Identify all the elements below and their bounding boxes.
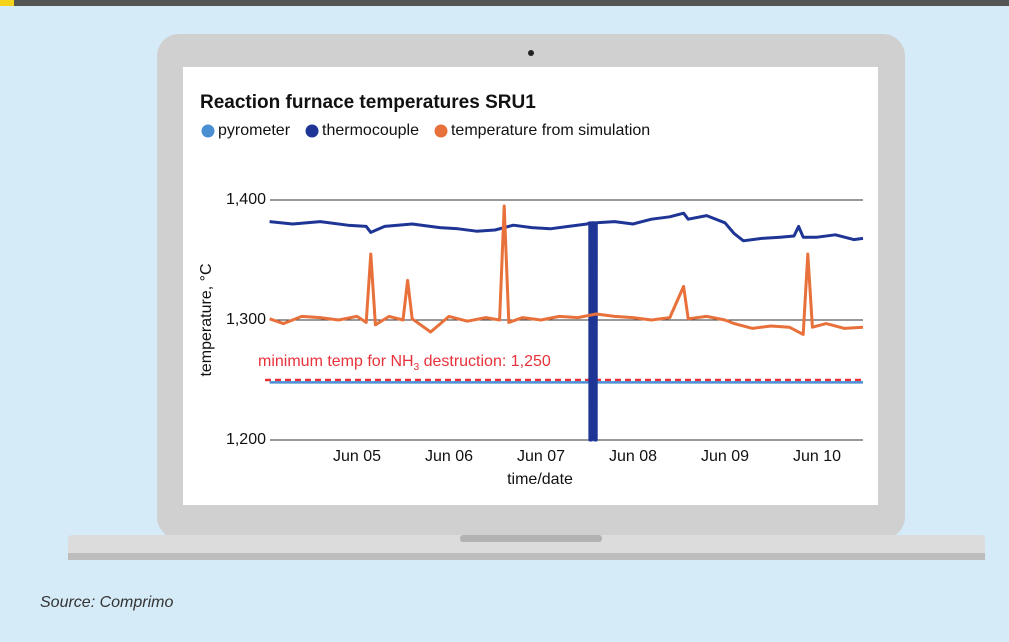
x-tick-label: Jun 06 bbox=[425, 448, 473, 465]
y-tick-label: 1,200 bbox=[226, 431, 266, 448]
legend-label: temperature from simulation bbox=[451, 122, 650, 139]
x-tick-label: Jun 05 bbox=[333, 448, 381, 465]
series-line bbox=[269, 211, 864, 442]
x-tick-label: Jun 09 bbox=[701, 448, 749, 465]
top-bar bbox=[0, 0, 1009, 6]
screen bbox=[183, 67, 878, 505]
legend-label: thermocouple bbox=[322, 122, 419, 139]
source-note: Source: Comprimo bbox=[40, 594, 173, 611]
chart-title: Reaction furnace temperatures SRU1 bbox=[200, 92, 536, 113]
threshold-label-part: 3 bbox=[414, 362, 420, 373]
legend-marker bbox=[201, 124, 215, 138]
y-tick-label: 1,400 bbox=[226, 191, 266, 208]
legend-marker bbox=[434, 124, 448, 138]
top-bar-accent bbox=[0, 0, 14, 6]
legend-label: pyrometer bbox=[218, 122, 291, 139]
x-tick-label: Jun 10 bbox=[793, 448, 841, 465]
x-tick-label: Jun 07 bbox=[517, 448, 565, 465]
threshold-label: minimum temp for NH3 destruction: 1,250 bbox=[258, 353, 551, 373]
laptop-base-edge bbox=[68, 553, 985, 560]
y-tick-label: 1,300 bbox=[226, 311, 266, 328]
series-line bbox=[269, 204, 864, 336]
threshold-label-part: minimum temp for NH bbox=[258, 353, 414, 370]
camera bbox=[528, 50, 534, 56]
laptop-notch bbox=[460, 535, 602, 542]
x-axis-label: time/date bbox=[507, 471, 573, 488]
threshold-label-part: destruction: 1,250 bbox=[419, 353, 551, 370]
x-tick-label: Jun 08 bbox=[609, 448, 657, 465]
y-axis-label: temperature, °C bbox=[198, 263, 215, 376]
legend-marker bbox=[305, 124, 319, 138]
